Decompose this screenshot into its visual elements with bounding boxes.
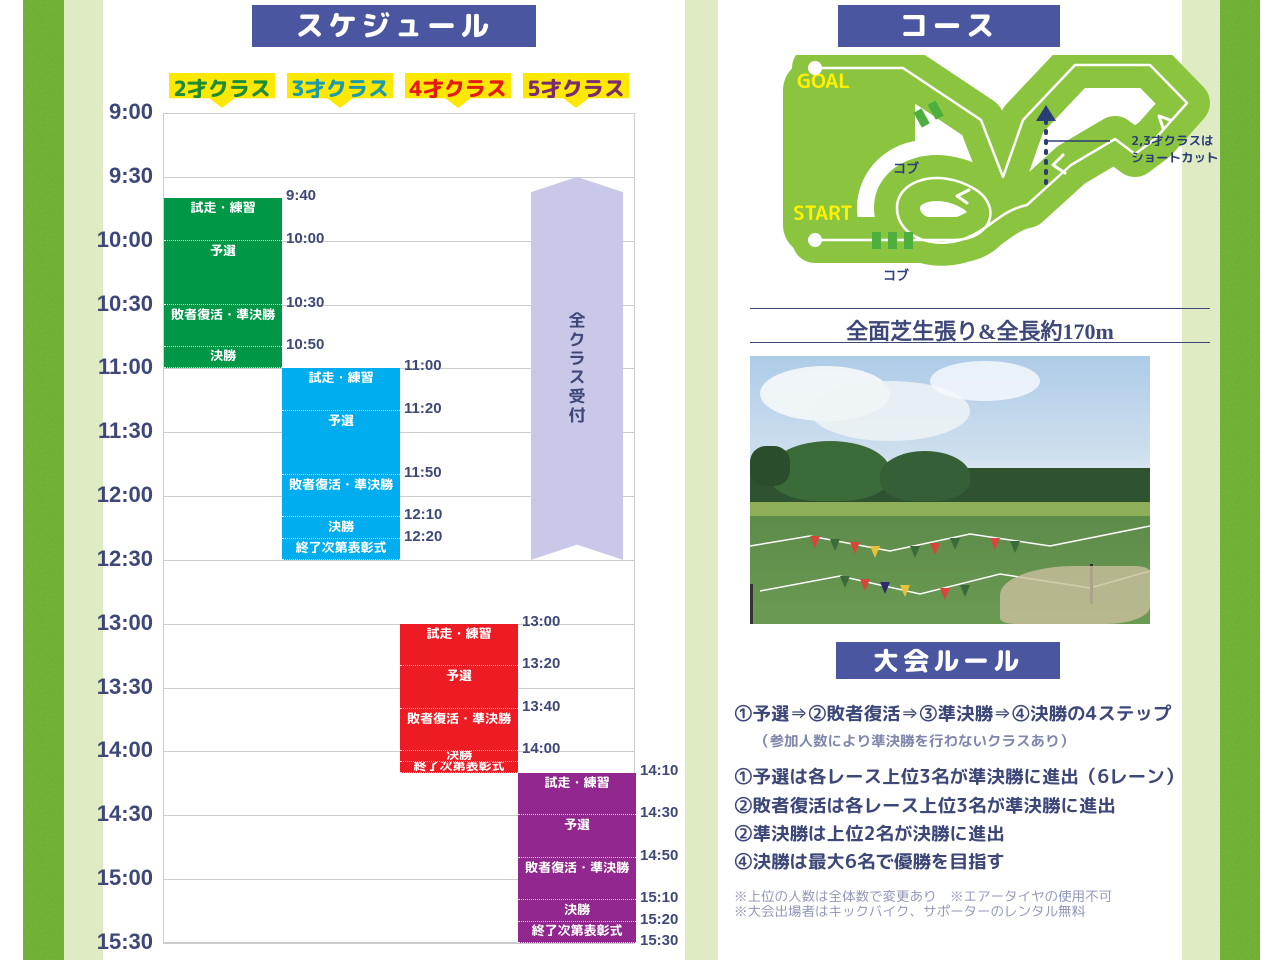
svg-text:GOAL: GOAL bbox=[797, 67, 850, 95]
svg-text:コブ: コブ bbox=[883, 268, 909, 283]
svg-text:コブ: コブ bbox=[893, 161, 919, 176]
svg-text:START: START bbox=[793, 199, 853, 227]
